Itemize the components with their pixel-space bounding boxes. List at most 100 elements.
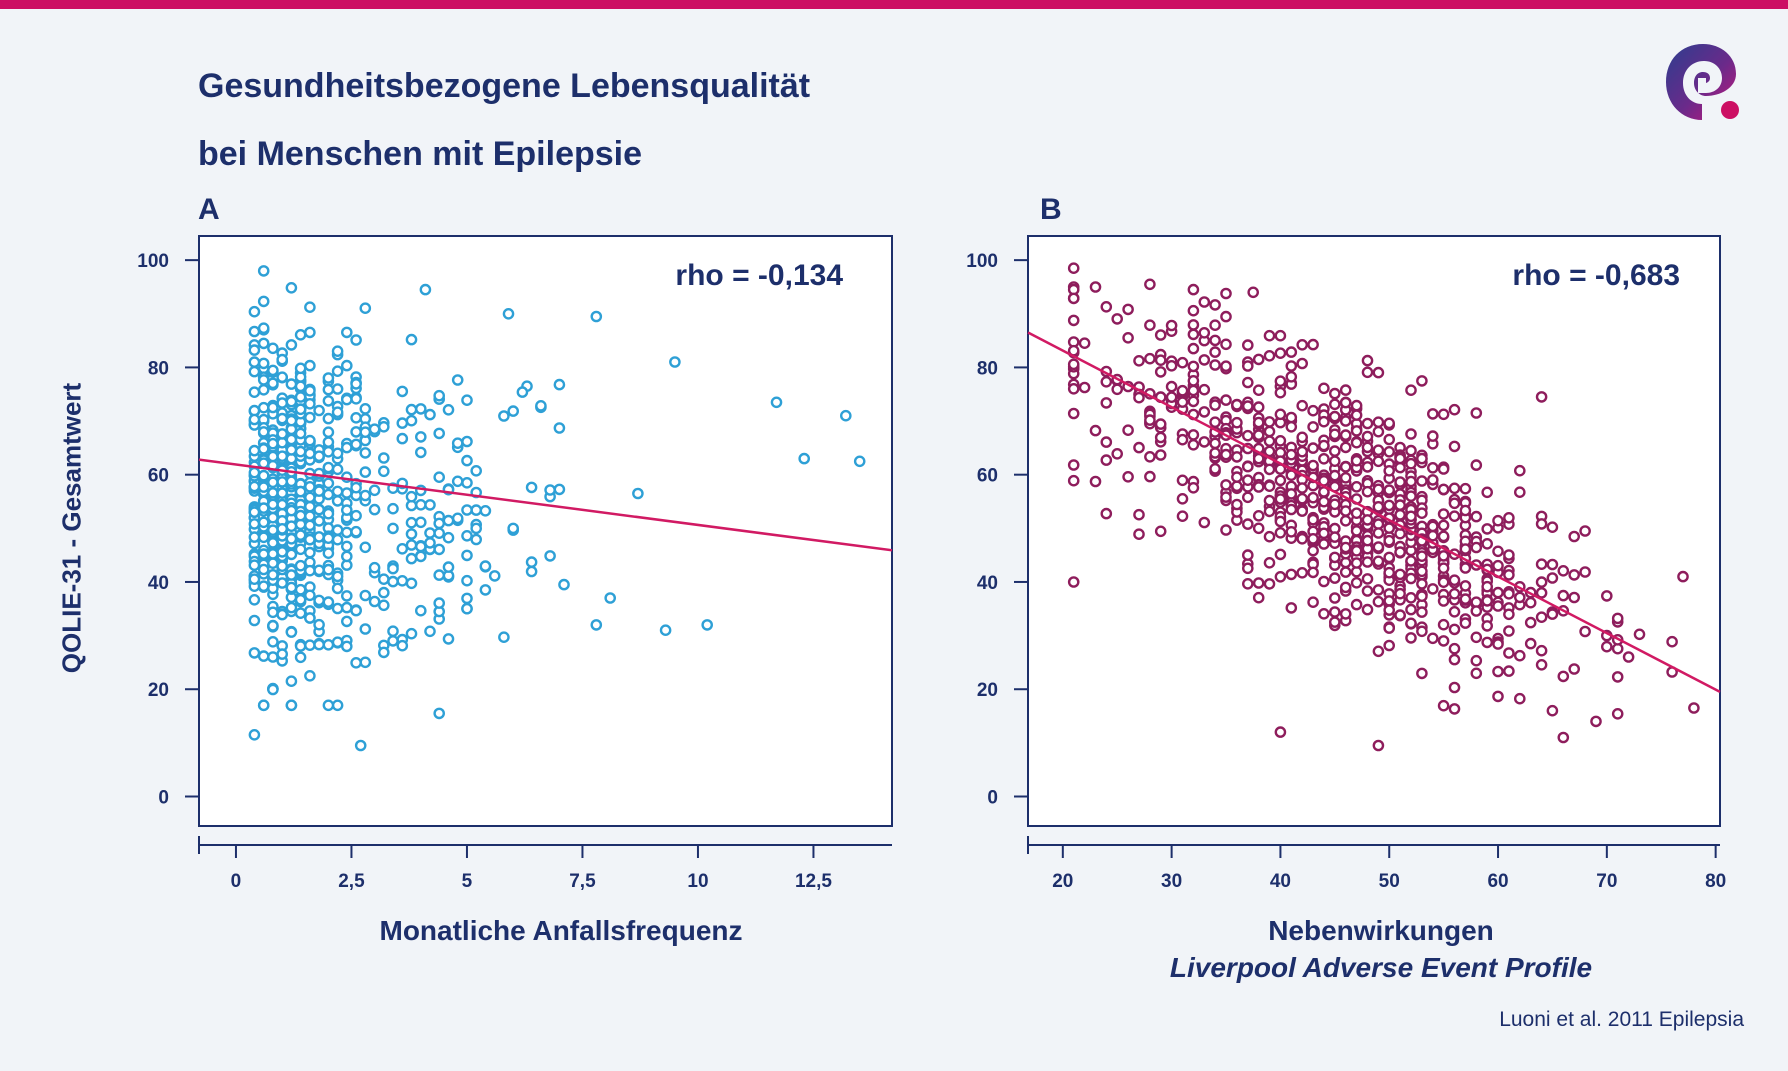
panel-a-data-point — [267, 437, 279, 450]
panel-b-x-axis-label: Nebenwirkungen — [1268, 915, 1494, 946]
panel-b-data-point — [1307, 442, 1319, 454]
panel-b-data-point — [1339, 608, 1352, 620]
panel-b-data-point — [1448, 653, 1461, 666]
panel-b-data-point — [1405, 475, 1417, 488]
panel-b-data-point — [1089, 475, 1102, 488]
panel-b-data-point — [1274, 515, 1287, 528]
panel-b-data-point — [1492, 638, 1504, 650]
panel-b-data-point — [1546, 558, 1559, 571]
panel-b-data-point — [1144, 470, 1156, 483]
panel-b-data-point — [1252, 522, 1265, 535]
panel-a-data-point — [248, 518, 261, 530]
panel-b-data-point — [1242, 460, 1254, 473]
panel-b-data-point — [1122, 424, 1134, 437]
top-accent-bar — [0, 0, 1788, 9]
panel-b-data-point — [1220, 394, 1232, 406]
panel-b-data-point — [1492, 665, 1504, 678]
panel-a-data-point — [322, 639, 335, 651]
panel-a-data-point — [285, 699, 298, 712]
panel-b-data-point — [1535, 518, 1548, 530]
panel-a-data-point — [414, 516, 427, 529]
panel-b-data-point — [1285, 360, 1298, 372]
panel-b-data-point — [1405, 457, 1417, 470]
panel-a-data-point — [405, 414, 418, 427]
panel-a-data-point — [798, 452, 811, 465]
panel-b-data-point — [1274, 474, 1287, 487]
panel-b-data-point — [1405, 617, 1417, 630]
panel-b-data-point — [1274, 726, 1287, 738]
panel-b-data-point — [1187, 360, 1200, 373]
panel-a-data-point — [359, 426, 372, 439]
panel-b-data-point — [1622, 651, 1635, 663]
panel-b-data-point — [1339, 471, 1352, 484]
panel-b-data-point — [1633, 628, 1646, 641]
panel-a-data-point — [544, 484, 556, 496]
panel-a-data-point — [387, 625, 399, 638]
panel-a-data-point — [294, 362, 307, 375]
panel-b-data-point — [1318, 608, 1330, 620]
panel-b-data-point — [1503, 549, 1515, 561]
panel-b-data-point — [1427, 529, 1439, 542]
panel-b-data-point — [1154, 525, 1167, 538]
panel-b-data-point — [1394, 587, 1406, 600]
panel-b-data-point — [1383, 484, 1395, 496]
panel-b-data-point — [1263, 445, 1276, 458]
panel-b-data-point — [1350, 480, 1363, 493]
panel-b-data-point — [1329, 469, 1341, 482]
panel-a-data-point — [590, 310, 603, 323]
panel-b-data-point — [1329, 445, 1341, 457]
panel-a-data-point — [285, 601, 298, 614]
panel-a-data-point — [350, 657, 362, 669]
panel-a-data-point — [285, 581, 298, 594]
panel-b-data-point — [1274, 408, 1287, 421]
panel-b-data-point — [1187, 438, 1200, 451]
panel-b-data-point — [1405, 592, 1417, 604]
panel-b-data-point — [1448, 623, 1461, 636]
panel-a-data-point — [340, 590, 353, 602]
panel-b-data-point — [1067, 576, 1080, 588]
panel-a-data-point — [267, 537, 279, 549]
panel-b-data-point — [1470, 510, 1483, 523]
panel-b-data-point — [1405, 603, 1417, 616]
panel-a-data-point — [470, 464, 483, 477]
panel-b-data-point — [1546, 572, 1559, 584]
panel-a-data-point — [442, 403, 455, 416]
panel-a-data-point — [461, 454, 473, 467]
panel-b-data-point — [1242, 491, 1254, 504]
panel-a-data-point — [267, 557, 279, 570]
panel-b-data-point — [1339, 429, 1352, 441]
panel-a-data-point — [461, 476, 473, 489]
panel-b-data-point — [1350, 409, 1363, 421]
panel-b-data-point — [1285, 370, 1298, 383]
panel-a-data-point — [304, 546, 316, 559]
panel-b-data-point — [1111, 383, 1123, 396]
panel-b-rho-annotation: rho = -0,683 — [1512, 259, 1680, 292]
panel-b-data-point — [1242, 578, 1254, 590]
panel-b-data-point — [1100, 454, 1113, 466]
panel-a-data-point — [285, 378, 298, 390]
chart-title: Gesundheitsbezogene Lebensqualität bei M… — [198, 52, 810, 188]
panel-a-x-tick-label: 10 — [687, 871, 708, 892]
panel-a-data-point — [257, 337, 270, 350]
panel-a-data-point — [331, 406, 344, 419]
panel-a-data-point — [340, 504, 353, 516]
panel-b-data-point — [1318, 452, 1330, 465]
panel-b-data-point — [1252, 353, 1265, 366]
panel-b-data-point — [1263, 480, 1276, 493]
panel-b-data-point — [1350, 436, 1363, 449]
panel-b-data-point — [1481, 538, 1493, 550]
panel-b-data-point — [1339, 505, 1352, 517]
panel-a-data-point — [604, 592, 617, 604]
panel-b-data-point — [1503, 665, 1515, 677]
panel-a-data-point — [350, 525, 362, 538]
panel-b-data-point — [1263, 329, 1276, 342]
panel-b-data-point — [1296, 431, 1308, 444]
panel-a-data-point — [313, 503, 325, 516]
panel-a-x-tick-label: 7,5 — [569, 871, 596, 892]
panel-a-data-point — [257, 426, 270, 438]
panel-b-data-point — [1568, 591, 1580, 604]
panel-b-data-point — [1318, 382, 1330, 395]
panel-b-data-point — [1492, 690, 1504, 703]
panel-a-data-point — [304, 533, 316, 546]
panel-a-data-point — [340, 393, 353, 406]
